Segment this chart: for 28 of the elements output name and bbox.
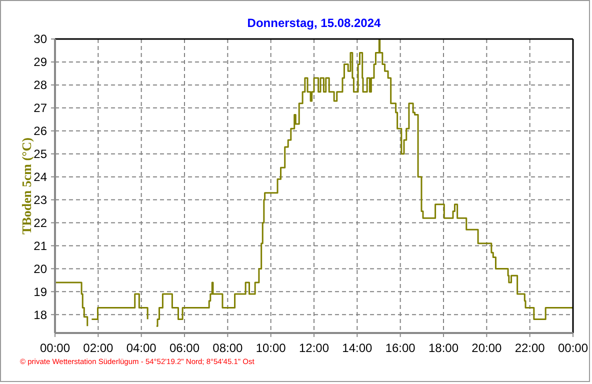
y-tick-label: 23 <box>34 192 48 207</box>
y-tick-label: 28 <box>34 78 48 92</box>
y-tick-label: 20 <box>34 262 48 276</box>
y-tick-label: 27 <box>34 101 48 116</box>
x-tick-label: 00:00 <box>558 341 588 355</box>
chart-title: Donnerstag, 15.08.2024 <box>247 16 382 30</box>
y-tick-label: 29 <box>34 55 48 70</box>
x-tick-label: 22:00 <box>514 341 546 355</box>
x-tick-label: 10:00 <box>256 341 286 355</box>
x-tick-label: 06:00 <box>169 341 200 355</box>
x-tick-label: 20:00 <box>472 341 502 355</box>
y-tick-label: 30 <box>34 32 48 46</box>
x-tick-label: 08:00 <box>212 341 244 355</box>
x-tick-label: 14:00 <box>342 341 373 355</box>
y-tick-label: 22 <box>34 216 48 230</box>
y-tick-label: 25 <box>34 147 48 162</box>
y-tick-label: 18 <box>34 308 48 322</box>
x-tick-label: 04:00 <box>126 341 157 355</box>
x-tick-label: 18:00 <box>428 341 459 355</box>
y-tick-label: 19 <box>34 284 48 299</box>
x-tick-label: 12:00 <box>298 341 330 355</box>
y-tick-label: 21 <box>34 238 48 253</box>
y-tick-label: 24 <box>34 170 48 184</box>
x-tick-label: 00:00 <box>40 341 70 355</box>
x-tick-label: 02:00 <box>83 341 114 355</box>
y-tick-label: 26 <box>34 124 48 138</box>
x-tick-label: 16:00 <box>385 341 416 355</box>
y-axis-title: TBoden 5cm (°C) <box>19 138 34 234</box>
